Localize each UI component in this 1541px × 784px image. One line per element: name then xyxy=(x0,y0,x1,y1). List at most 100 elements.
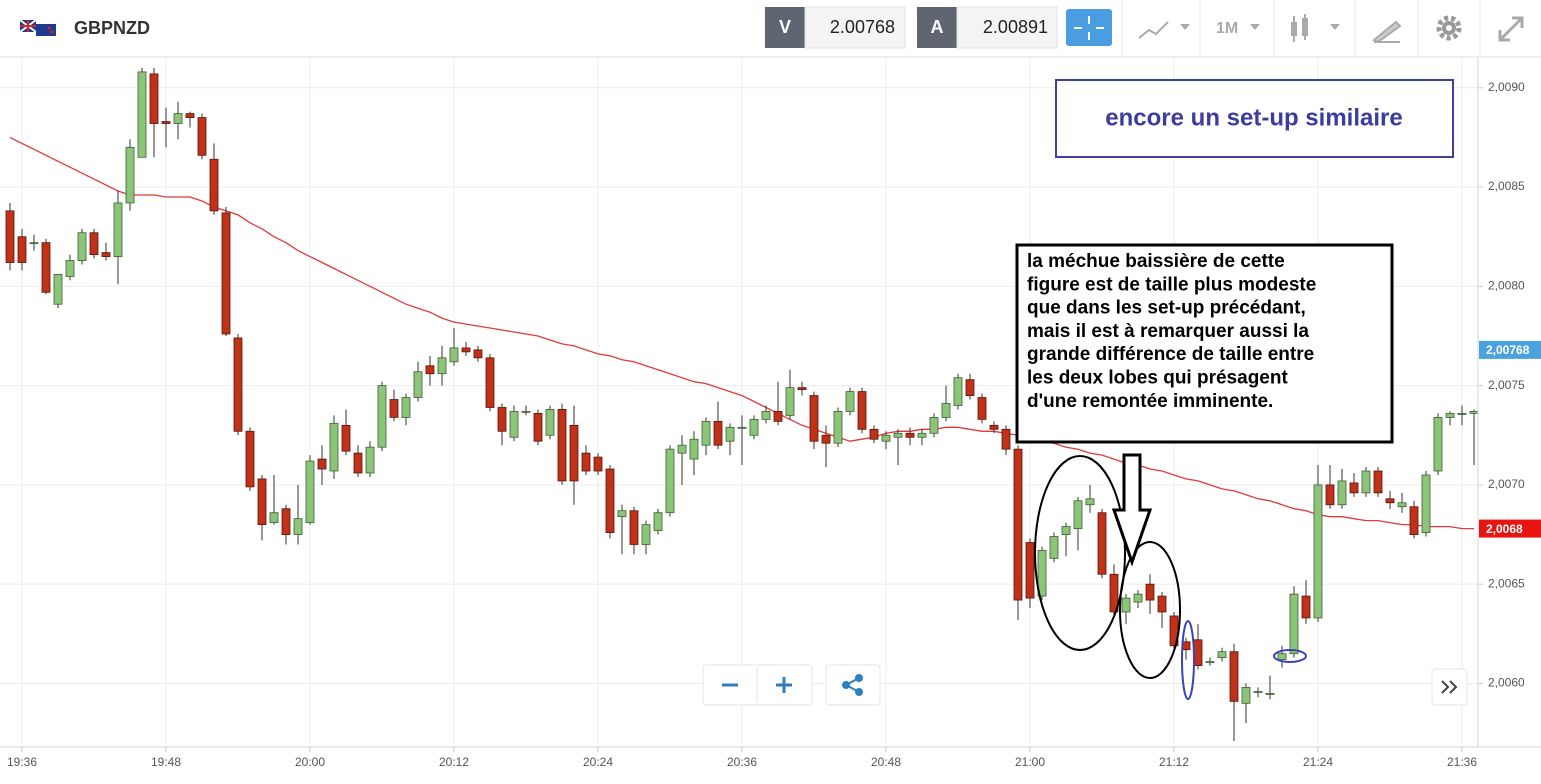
timeframe[interactable]: 1M xyxy=(1216,20,1238,37)
price-marker-label: 2,0068 xyxy=(1486,522,1523,536)
candle-body xyxy=(1157,595,1167,613)
candle-body xyxy=(1337,480,1347,506)
y-tick-label: 2,0075 xyxy=(1488,378,1525,392)
candle-type-button[interactable] xyxy=(1291,14,1340,42)
arrow xyxy=(1111,453,1153,567)
chart-type-button[interactable] xyxy=(1138,21,1190,39)
ask-button[interactable] xyxy=(917,7,957,48)
y-tick-label: 2,0065 xyxy=(1488,576,1525,590)
annotation-line: d'une remontée imminente. xyxy=(1027,391,1273,412)
x-tick-label: 21:00 xyxy=(1015,755,1045,769)
candle-body xyxy=(1037,550,1047,597)
flag-uk-red xyxy=(20,20,36,32)
y-tick-label: 2,0070 xyxy=(1488,477,1525,491)
candle-body xyxy=(629,510,639,545)
ask-price: 2.00891 xyxy=(983,17,1048,37)
candle-body xyxy=(161,121,171,124)
price-marker xyxy=(1479,519,1541,538)
candle-body xyxy=(17,236,27,263)
candle-body xyxy=(1325,484,1335,506)
candle-body xyxy=(917,432,927,438)
candle-body xyxy=(845,391,855,412)
candle-body xyxy=(221,212,231,335)
fullscreen-button[interactable] xyxy=(1498,16,1524,42)
candle-body xyxy=(1361,470,1371,494)
settings-button[interactable] xyxy=(1436,15,1462,41)
candle-body xyxy=(413,371,423,398)
candle-body xyxy=(125,146,135,204)
candle-body xyxy=(197,117,207,156)
candle-body xyxy=(1445,413,1455,418)
candle-body xyxy=(317,458,327,470)
dropdown-arrow xyxy=(1330,24,1340,30)
candle-body xyxy=(1241,687,1251,704)
candle-body xyxy=(1457,413,1467,415)
candle-body xyxy=(1133,593,1143,603)
x-tick-label: 21:12 xyxy=(1159,755,1189,769)
candle-body xyxy=(149,73,159,124)
candle-body xyxy=(1217,651,1227,659)
candle-body xyxy=(341,424,351,452)
candle-body xyxy=(869,428,879,440)
candle-body xyxy=(797,387,807,390)
candle-body xyxy=(53,274,63,305)
candle-body xyxy=(1253,691,1263,693)
candle-body xyxy=(497,407,507,432)
candle-body xyxy=(521,411,531,413)
candle-body xyxy=(65,260,75,277)
y-tick-label: 2,0090 xyxy=(1488,80,1525,94)
candle-body xyxy=(1025,542,1035,599)
zoom-in-button[interactable] xyxy=(776,677,792,693)
candle-body xyxy=(353,452,363,474)
flag-nz xyxy=(36,24,56,36)
candle-body xyxy=(1061,526,1071,535)
x-tick-label: 19:36 xyxy=(7,755,37,769)
candle-body xyxy=(377,385,387,448)
candle-body xyxy=(185,113,195,118)
annotation-box xyxy=(1055,79,1454,158)
candle-body xyxy=(833,411,843,444)
candle-body xyxy=(1121,597,1131,613)
share-button[interactable] xyxy=(825,664,881,706)
bid-box xyxy=(804,6,906,49)
candle-body xyxy=(449,347,459,363)
candle-body xyxy=(137,71,147,158)
x-tick-label: 21:36 xyxy=(1447,755,1477,769)
candle-body xyxy=(5,210,15,263)
candle-body xyxy=(269,512,279,524)
candle-body xyxy=(401,397,411,418)
bid-price: 2.00768 xyxy=(830,17,895,37)
candle-body xyxy=(989,424,999,430)
candle-body xyxy=(1469,411,1479,414)
candle-body xyxy=(689,438,699,460)
ask-label: A xyxy=(931,17,944,37)
flag-nz-star xyxy=(50,30,54,34)
crosshair-icon xyxy=(1074,16,1104,40)
candle-body xyxy=(1205,661,1215,664)
candle-body xyxy=(1229,651,1239,702)
x-tick-label: 20:48 xyxy=(871,755,901,769)
crosshair-button[interactable] xyxy=(1066,9,1112,46)
candle-body xyxy=(953,377,963,406)
candle-body xyxy=(101,252,111,257)
candle-body xyxy=(1193,639,1203,666)
header: GBPNZD V 2.00768 A 2.00891 1M xyxy=(0,0,1541,58)
candle-body xyxy=(893,432,903,438)
candle-body xyxy=(1373,470,1383,494)
drawing-tool-button[interactable] xyxy=(1372,20,1402,44)
share-icon xyxy=(842,674,863,696)
candle-body xyxy=(233,337,243,432)
y-tick-label: 2,0085 xyxy=(1488,179,1525,193)
candle-body xyxy=(929,416,939,434)
scroll-right-button[interactable] xyxy=(1431,668,1468,706)
line-icon xyxy=(1138,21,1169,39)
highlight-ellipse-blue xyxy=(1181,620,1195,700)
candle-body xyxy=(257,478,267,526)
candle-body xyxy=(1145,583,1155,601)
bid-button[interactable] xyxy=(765,7,805,48)
y-tick-label: 2,0060 xyxy=(1488,676,1525,690)
candle-body xyxy=(545,409,555,436)
candle-body xyxy=(533,413,543,442)
y-tick-label: 2,0080 xyxy=(1488,279,1525,293)
highlight-ellipse xyxy=(1034,455,1126,651)
